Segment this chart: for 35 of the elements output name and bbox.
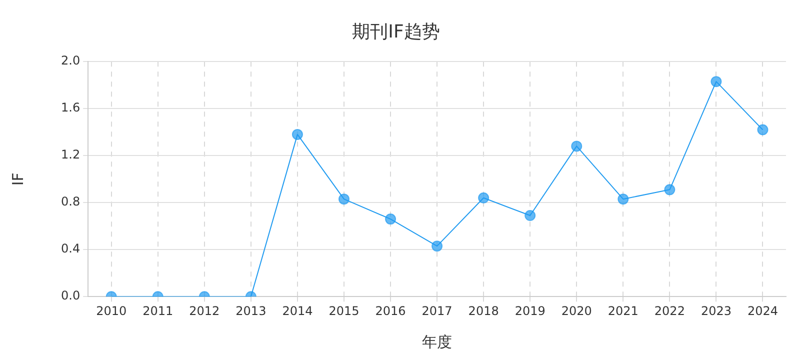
x-tick-label: 2016: [375, 304, 406, 318]
x-tick-label: 2023: [700, 304, 732, 318]
x-tick-label: 2020: [561, 304, 592, 318]
x-tick-label: 2024: [747, 304, 778, 318]
point: [338, 194, 350, 205]
point: [292, 128, 303, 140]
x-tick-label: 2010: [96, 304, 127, 318]
x-axis-title: 年度: [422, 332, 452, 351]
point: [571, 140, 582, 152]
x-tick-label: 2014: [282, 304, 313, 318]
y-tick-label: 0.4: [60, 242, 80, 256]
point: [618, 194, 629, 205]
x-tick-label: 2019: [514, 304, 546, 318]
x-tick-label: 2018: [468, 304, 499, 318]
x-tick-label: 2015: [328, 304, 360, 318]
point: [432, 240, 443, 252]
x-tick-label: 2011: [142, 304, 174, 318]
point: [757, 124, 768, 136]
point: [710, 76, 722, 88]
x-tick-label: 2022: [654, 304, 685, 318]
point: [385, 214, 396, 225]
point: [524, 210, 536, 222]
x-tick-label: 2021: [608, 304, 638, 318]
x-tick-label: 2012: [189, 304, 220, 318]
y-tick-label: 1.6: [60, 100, 80, 115]
point: [664, 184, 676, 196]
y-tick-label: 2.0: [60, 54, 80, 68]
point: [478, 192, 490, 204]
y-tick-label: 0.0: [60, 288, 80, 303]
y-tick-label: 1.2: [60, 148, 80, 162]
chart-title: 期刊IF趋势: [352, 21, 440, 42]
x-tick-label: 2017: [422, 304, 452, 318]
y-axis-title: IF: [8, 172, 27, 186]
y-tick-label: 0.8: [60, 194, 80, 209]
x-tick-label: 2013: [236, 304, 266, 318]
